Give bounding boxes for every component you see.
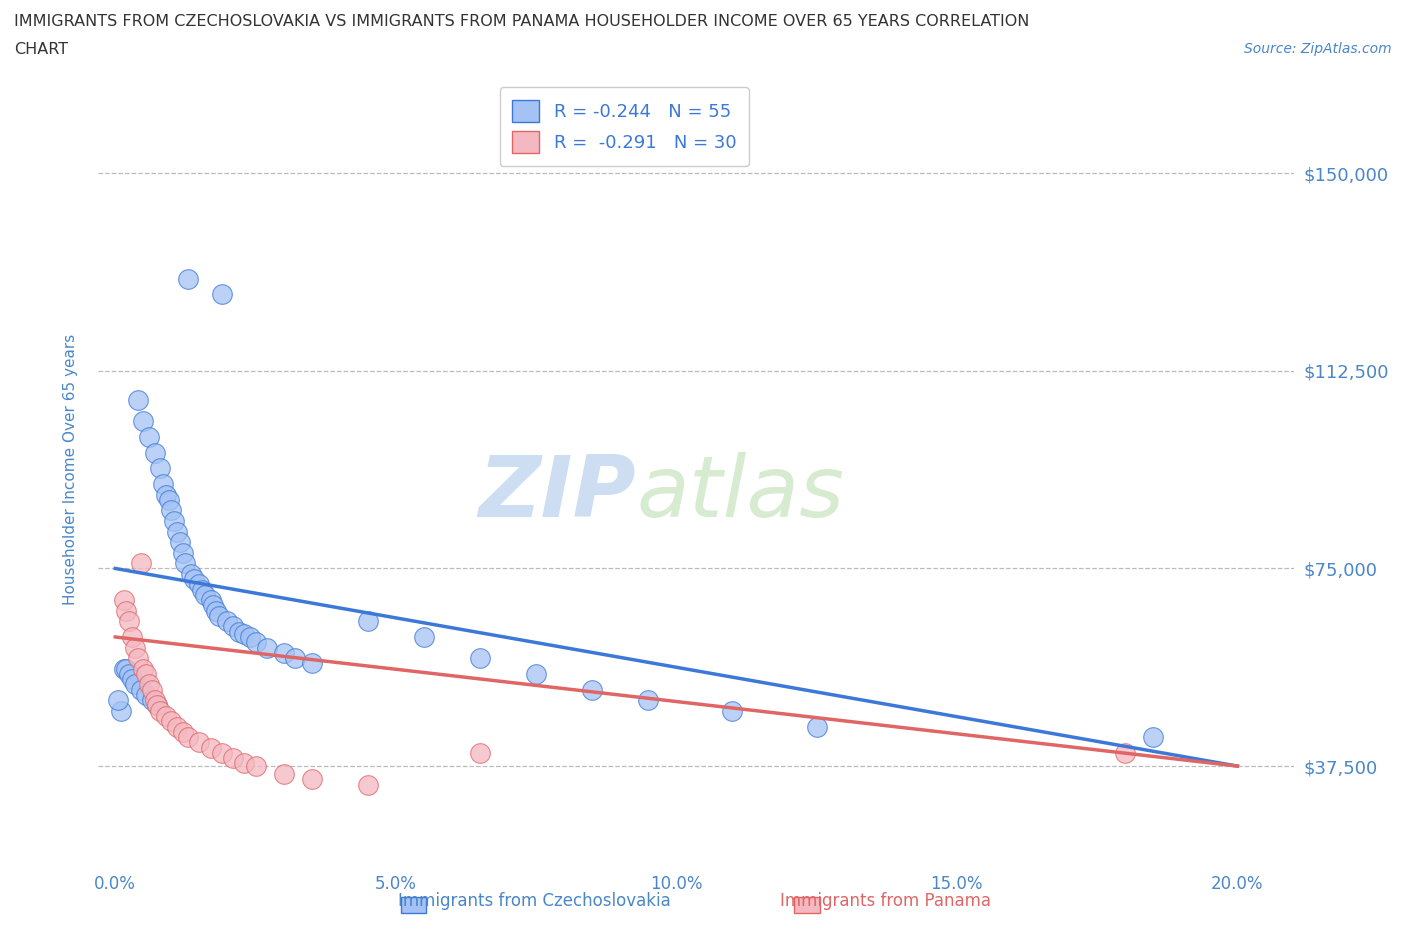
Point bbox=[135, 687, 157, 702]
Point bbox=[222, 751, 245, 765]
Point bbox=[524, 667, 547, 682]
Point bbox=[273, 766, 295, 781]
Point bbox=[143, 445, 166, 460]
Point bbox=[152, 477, 174, 492]
Point bbox=[1142, 730, 1164, 745]
Point bbox=[112, 592, 135, 607]
Point bbox=[211, 287, 233, 302]
Point bbox=[208, 608, 231, 623]
Point bbox=[177, 272, 200, 286]
Point bbox=[160, 503, 183, 518]
Text: CHART: CHART bbox=[14, 42, 67, 57]
Point bbox=[146, 698, 169, 713]
Point bbox=[129, 556, 152, 571]
Point bbox=[245, 635, 267, 650]
Point bbox=[188, 735, 211, 750]
Point bbox=[110, 703, 132, 718]
Point bbox=[124, 640, 146, 655]
Point bbox=[135, 667, 157, 682]
Point bbox=[233, 627, 256, 642]
Point bbox=[357, 777, 380, 792]
Point bbox=[124, 677, 146, 692]
Point bbox=[200, 592, 222, 607]
Point bbox=[155, 487, 177, 502]
Point bbox=[205, 604, 228, 618]
Point bbox=[166, 719, 188, 734]
Point bbox=[121, 630, 143, 644]
Point bbox=[200, 740, 222, 755]
Point bbox=[180, 566, 202, 581]
Text: Immigrants from Czechoslovakia: Immigrants from Czechoslovakia bbox=[398, 892, 671, 910]
Point bbox=[1114, 746, 1136, 761]
Text: IMMIGRANTS FROM CZECHOSLOVAKIA VS IMMIGRANTS FROM PANAMA HOUSEHOLDER INCOME OVER: IMMIGRANTS FROM CZECHOSLOVAKIA VS IMMIGR… bbox=[14, 14, 1029, 29]
Legend: R = -0.244   N = 55, R =  -0.291   N = 30: R = -0.244 N = 55, R = -0.291 N = 30 bbox=[499, 87, 749, 166]
Point bbox=[132, 414, 155, 429]
Point bbox=[245, 759, 267, 774]
Point bbox=[228, 624, 250, 639]
Point bbox=[141, 693, 163, 708]
Point bbox=[806, 719, 828, 734]
Point bbox=[202, 598, 225, 613]
Point bbox=[233, 756, 256, 771]
Point bbox=[637, 693, 659, 708]
Point bbox=[222, 619, 245, 634]
Point bbox=[138, 430, 160, 445]
Text: ZIP: ZIP bbox=[478, 452, 637, 535]
Point bbox=[160, 714, 183, 729]
Point bbox=[118, 667, 141, 682]
Point bbox=[188, 577, 211, 591]
Text: Immigrants from Panama: Immigrants from Panama bbox=[780, 892, 991, 910]
Text: atlas: atlas bbox=[637, 452, 844, 535]
Point bbox=[107, 693, 129, 708]
Point bbox=[155, 709, 177, 724]
Point bbox=[127, 392, 149, 407]
Text: Source: ZipAtlas.com: Source: ZipAtlas.com bbox=[1244, 42, 1392, 56]
Point bbox=[169, 535, 191, 550]
Point bbox=[301, 772, 323, 787]
Point bbox=[172, 724, 194, 739]
Point bbox=[183, 572, 205, 587]
Point bbox=[163, 513, 186, 528]
Point bbox=[129, 683, 152, 698]
Point bbox=[357, 614, 380, 629]
Point bbox=[121, 671, 143, 686]
Point bbox=[284, 651, 307, 666]
Point bbox=[172, 545, 194, 560]
Point bbox=[138, 677, 160, 692]
Point bbox=[149, 461, 172, 476]
Point bbox=[721, 703, 744, 718]
Point bbox=[112, 661, 135, 676]
Point bbox=[194, 588, 217, 603]
Point bbox=[468, 651, 491, 666]
Point bbox=[146, 698, 169, 713]
Point bbox=[211, 746, 233, 761]
Point bbox=[177, 730, 200, 745]
Point bbox=[256, 640, 278, 655]
Point bbox=[141, 683, 163, 698]
Point bbox=[273, 645, 295, 660]
Point bbox=[127, 651, 149, 666]
Point bbox=[118, 614, 141, 629]
Point bbox=[166, 525, 188, 539]
Point bbox=[468, 746, 491, 761]
Y-axis label: Householder Income Over 65 years: Householder Income Over 65 years bbox=[63, 334, 77, 605]
Point bbox=[301, 656, 323, 671]
Point bbox=[115, 604, 138, 618]
Point bbox=[581, 683, 603, 698]
Point bbox=[412, 630, 434, 644]
Point bbox=[239, 630, 262, 644]
Point bbox=[157, 493, 180, 508]
Point bbox=[143, 693, 166, 708]
Point bbox=[132, 661, 155, 676]
Point bbox=[149, 703, 172, 718]
Point bbox=[115, 661, 138, 676]
Point bbox=[217, 614, 239, 629]
Point bbox=[174, 556, 197, 571]
Point bbox=[191, 582, 214, 597]
